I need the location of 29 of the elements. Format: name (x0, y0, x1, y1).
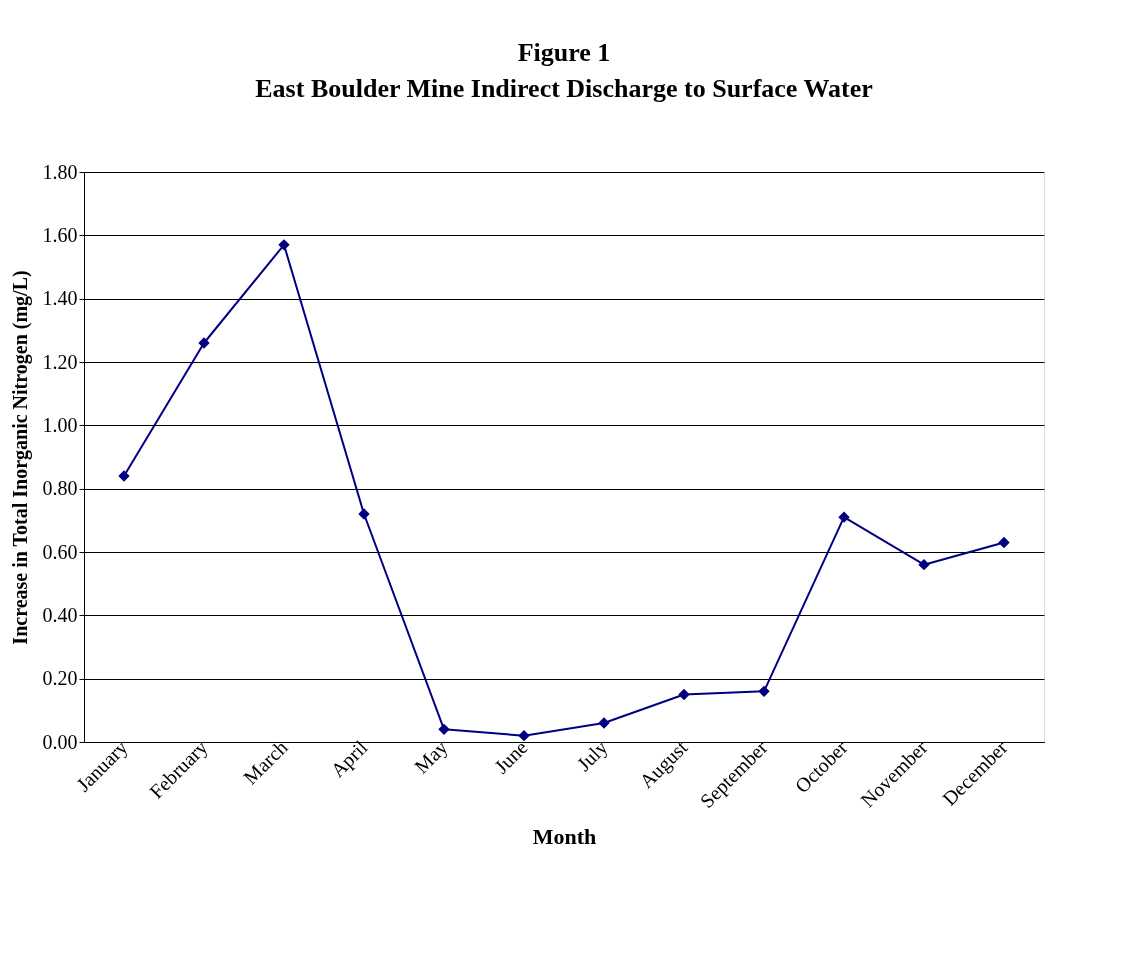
x-tick-label: June (490, 735, 532, 778)
y-tick-label: 0.40 (42, 603, 78, 626)
point (278, 239, 290, 251)
y-tick-label: 1.60 (42, 223, 78, 246)
y-tick-label: 1.40 (42, 287, 78, 310)
y-axis-title: Increase in Total Inorganic Nitrogen (mg/L) (8, 270, 32, 645)
point (358, 508, 370, 520)
y-tick-label: 1.00 (42, 413, 78, 436)
point (758, 685, 770, 698)
chart-subtitle: East Boulder Mine Indirect Discharge to Surface Water (255, 74, 873, 103)
point (598, 717, 610, 729)
point (678, 688, 690, 701)
y-tick-label: 0.60 (42, 540, 78, 563)
point (118, 470, 130, 482)
point (198, 337, 210, 349)
chart-title: Figure 1 (517, 38, 611, 67)
y-tick-label: 0.00 (42, 730, 78, 753)
point (438, 723, 450, 736)
point (998, 536, 1010, 549)
y-tick-label: 1.80 (42, 160, 78, 183)
x-tick-label: July (572, 736, 613, 776)
point (918, 558, 930, 571)
point (838, 511, 850, 523)
x-axis-title: Month (532, 824, 597, 850)
x-tick-label: May (410, 736, 453, 779)
point (518, 729, 530, 742)
y-tick-label: 0.20 (42, 667, 78, 690)
y-tick-label: 1.20 (42, 350, 78, 373)
y-tick-label: 0.80 (42, 477, 78, 500)
